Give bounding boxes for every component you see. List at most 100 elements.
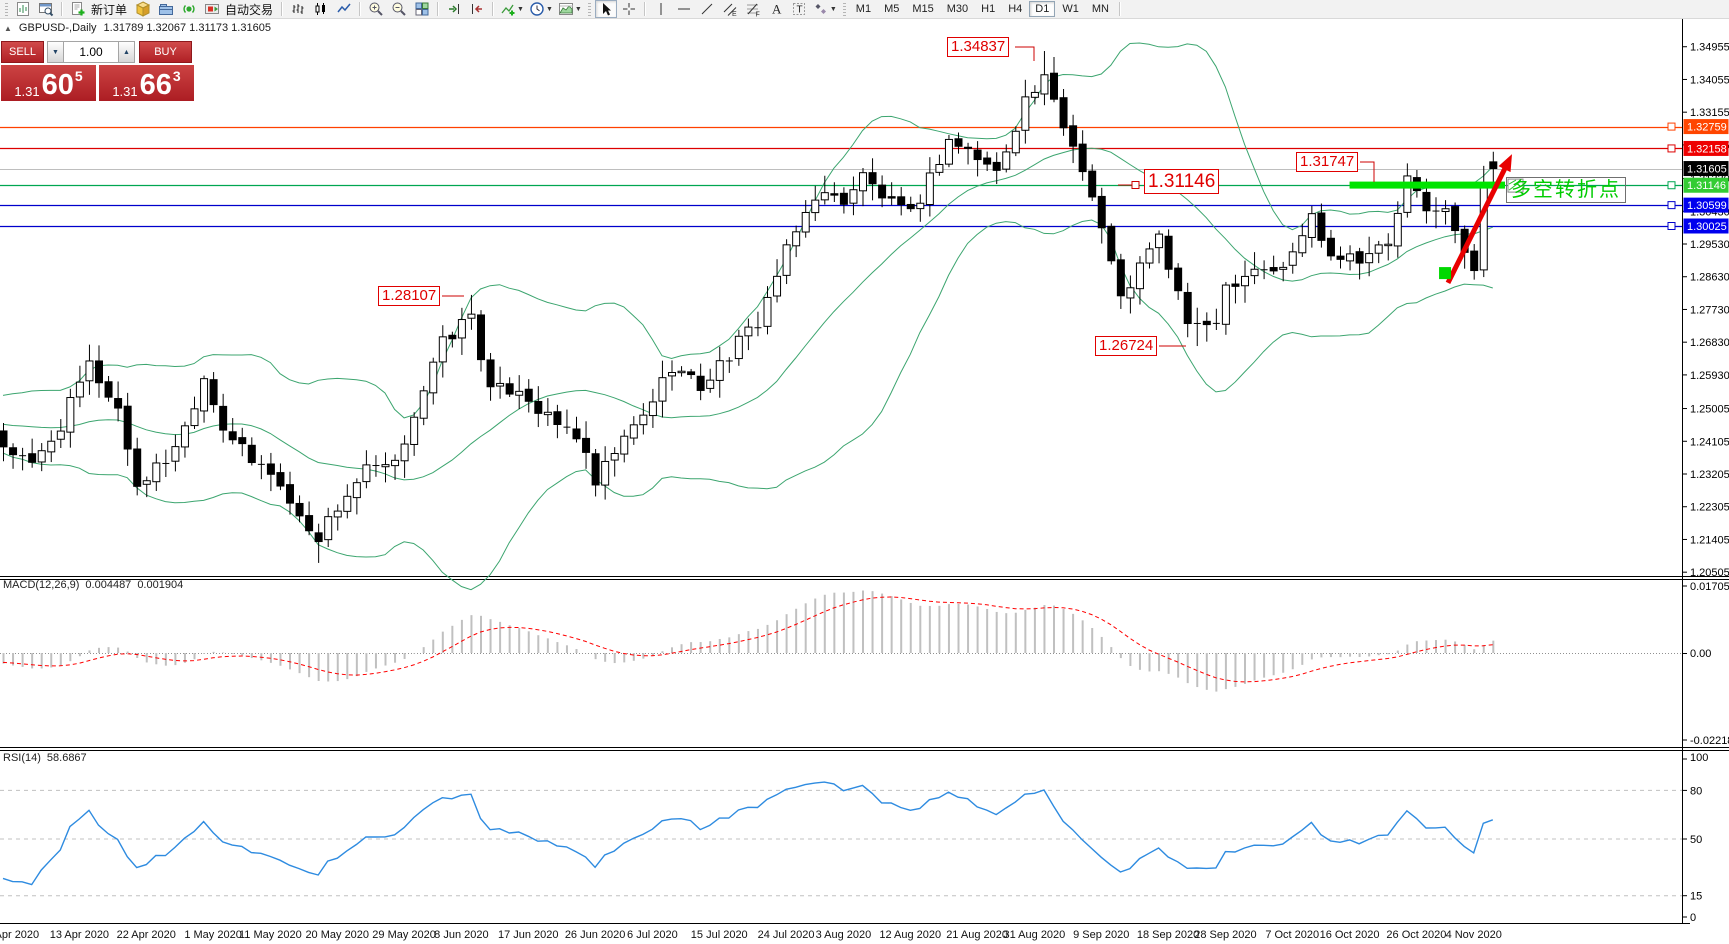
volume-decrease-button[interactable]: ▼ bbox=[47, 41, 64, 63]
svg-text:26 Oct 2020: 26 Oct 2020 bbox=[1386, 929, 1446, 941]
arrows-tool-button[interactable]: ▼ bbox=[811, 0, 839, 18]
timeframe-m15-button[interactable]: M15 bbox=[912, 3, 934, 15]
svg-text:21 Aug 2020: 21 Aug 2020 bbox=[946, 929, 1008, 941]
annotation-resistance-1-31747[interactable]: 1.31747 bbox=[1296, 152, 1359, 172]
timeframe-d1-button[interactable]: D1 bbox=[1029, 1, 1056, 17]
crosshair-tool-button[interactable] bbox=[618, 0, 640, 18]
svg-text:1.27730: 1.27730 bbox=[1690, 304, 1729, 316]
svg-text:F: F bbox=[755, 12, 759, 18]
candle-chart-icon bbox=[315, 3, 326, 15]
macd-signal-value: 0.001904 bbox=[137, 579, 184, 591]
svg-text:0: 0 bbox=[1690, 912, 1696, 924]
timeframe-m30-button[interactable]: M30 bbox=[946, 3, 969, 15]
vertical-line-tool-button[interactable] bbox=[650, 0, 672, 18]
svg-text:15: 15 bbox=[1690, 891, 1702, 903]
buy-price-point: 3 bbox=[172, 68, 181, 84]
timeframe-h4-button[interactable]: H4 bbox=[1008, 3, 1023, 15]
new-order-button[interactable] bbox=[67, 0, 89, 18]
signal-icon bbox=[183, 5, 195, 13]
annotation-sep-low-1-26724[interactable]: 1.26724 bbox=[1095, 336, 1158, 356]
crosshair-icon bbox=[622, 3, 635, 15]
svg-text:17 Jun 2020: 17 Jun 2020 bbox=[498, 929, 559, 941]
toolbar-separator bbox=[492, 2, 495, 16]
svg-text:24 Jul 2020: 24 Jul 2020 bbox=[758, 929, 815, 941]
auto-scroll-button[interactable] bbox=[443, 0, 465, 18]
svg-text:1.30025: 1.30025 bbox=[1687, 221, 1727, 233]
svg-text:20 May 2020: 20 May 2020 bbox=[305, 929, 369, 941]
volume-input[interactable]: 1.00 bbox=[64, 41, 118, 63]
line-chart-icon bbox=[337, 3, 351, 13]
volume-increase-button[interactable]: ▲ bbox=[118, 41, 135, 63]
autotrading-icon bbox=[205, 4, 220, 14]
horizontal-line-tool-button[interactable] bbox=[673, 0, 695, 18]
svg-text:1.28630: 1.28630 bbox=[1690, 272, 1729, 284]
indicators-button[interactable]: ▼ bbox=[498, 0, 526, 18]
trendline-tool-button[interactable] bbox=[696, 0, 718, 18]
annotation-pivot-1-31146[interactable]: 1.31146 bbox=[1144, 169, 1220, 194]
fibonacci-tool-button[interactable]: F bbox=[742, 0, 764, 18]
new-order-label[interactable]: 新订单 bbox=[91, 2, 128, 17]
periods-button[interactable]: ▼ bbox=[527, 0, 555, 18]
cursor-tool-button[interactable] bbox=[594, 0, 617, 18]
svg-text:1.25005: 1.25005 bbox=[1690, 404, 1729, 416]
sell-price-point: 5 bbox=[74, 68, 83, 84]
text-tool-button[interactable]: A bbox=[765, 0, 787, 18]
toolbar-grip bbox=[5, 2, 8, 16]
sell-price-base: 1.31 bbox=[14, 84, 40, 99]
timeframe-mn-button[interactable]: MN bbox=[1091, 3, 1109, 15]
buy-quote-panel[interactable]: 1.31 66 3 bbox=[99, 65, 194, 101]
annotation-note-text[interactable]: 多空转折点 bbox=[1506, 177, 1626, 203]
new-chart-icon bbox=[17, 2, 29, 16]
svg-text:1.22305: 1.22305 bbox=[1690, 502, 1729, 514]
indicators-icon bbox=[501, 4, 515, 16]
new-chart-button[interactable] bbox=[12, 0, 34, 18]
fibonacci-icon: F bbox=[746, 3, 760, 18]
svg-text:28 Sep 2020: 28 Sep 2020 bbox=[1194, 929, 1256, 941]
channel-tool-button[interactable]: E bbox=[719, 0, 741, 18]
timeframe-m1-button[interactable]: M1 bbox=[855, 3, 872, 15]
tile-windows-button[interactable] bbox=[411, 0, 433, 18]
periods-clock-icon bbox=[530, 2, 544, 16]
horizontal-line-icon bbox=[677, 8, 690, 10]
svg-text:1.33155: 1.33155 bbox=[1690, 107, 1729, 119]
toolbar: 新订单 自动交易 ▼ ▼ ▼ E F A T ▼ M1 M5 M15 M30 H… bbox=[0, 0, 1729, 19]
annotation-high-1-34837[interactable]: 1.34837 bbox=[947, 37, 1010, 57]
bar-chart-button[interactable] bbox=[287, 0, 309, 18]
svg-text:15 Jul 2020: 15 Jul 2020 bbox=[691, 929, 748, 941]
sell-button[interactable]: SELL bbox=[1, 41, 44, 63]
zoom-in-button[interactable] bbox=[365, 0, 387, 18]
navigator-button[interactable] bbox=[155, 0, 177, 18]
signal-button[interactable] bbox=[178, 0, 200, 18]
toolbar-grip bbox=[587, 2, 591, 16]
zoom-out-button[interactable] bbox=[388, 0, 410, 18]
svg-text:A: A bbox=[772, 2, 782, 17]
collapse-arrow-icon[interactable]: ▲ bbox=[4, 23, 12, 33]
autotrading-button[interactable] bbox=[201, 0, 223, 18]
sell-quote-panel[interactable]: 1.31 60 5 bbox=[1, 65, 96, 101]
chart-shift-button[interactable] bbox=[466, 0, 488, 18]
text-label-tool-button[interactable]: T bbox=[788, 0, 810, 18]
templates-button[interactable]: ▼ bbox=[556, 0, 584, 18]
timeframe-w1-button[interactable]: W1 bbox=[1062, 3, 1079, 15]
profiles-button[interactable] bbox=[35, 0, 57, 18]
timeframe-m5-button[interactable]: M5 bbox=[884, 3, 900, 15]
templates-icon bbox=[558, 3, 573, 15]
svg-text:0.00: 0.00 bbox=[1690, 648, 1711, 660]
svg-text:80: 80 bbox=[1690, 785, 1702, 797]
timeframe-h1-button[interactable]: H1 bbox=[981, 3, 996, 15]
zoom-in-icon bbox=[369, 2, 383, 16]
toolbar-separator bbox=[281, 2, 284, 16]
svg-text:6 Jul 2020: 6 Jul 2020 bbox=[627, 929, 678, 941]
autotrading-label[interactable]: 自动交易 bbox=[225, 2, 274, 17]
svg-text:1.21405: 1.21405 bbox=[1690, 534, 1729, 546]
macd-indicator-label: MACD(12,26,9) 0.004487 0.001904 bbox=[3, 579, 183, 591]
text-icon: A bbox=[772, 2, 782, 17]
annotation-june-high-1-28107[interactable]: 1.28107 bbox=[378, 286, 441, 306]
candle-chart-button[interactable] bbox=[310, 0, 332, 18]
buy-button[interactable]: BUY bbox=[139, 41, 192, 63]
line-chart-button[interactable] bbox=[333, 0, 355, 18]
svg-text:1.34955: 1.34955 bbox=[1690, 42, 1729, 54]
svg-text:T: T bbox=[796, 5, 802, 16]
market-watch-button[interactable] bbox=[132, 0, 154, 18]
